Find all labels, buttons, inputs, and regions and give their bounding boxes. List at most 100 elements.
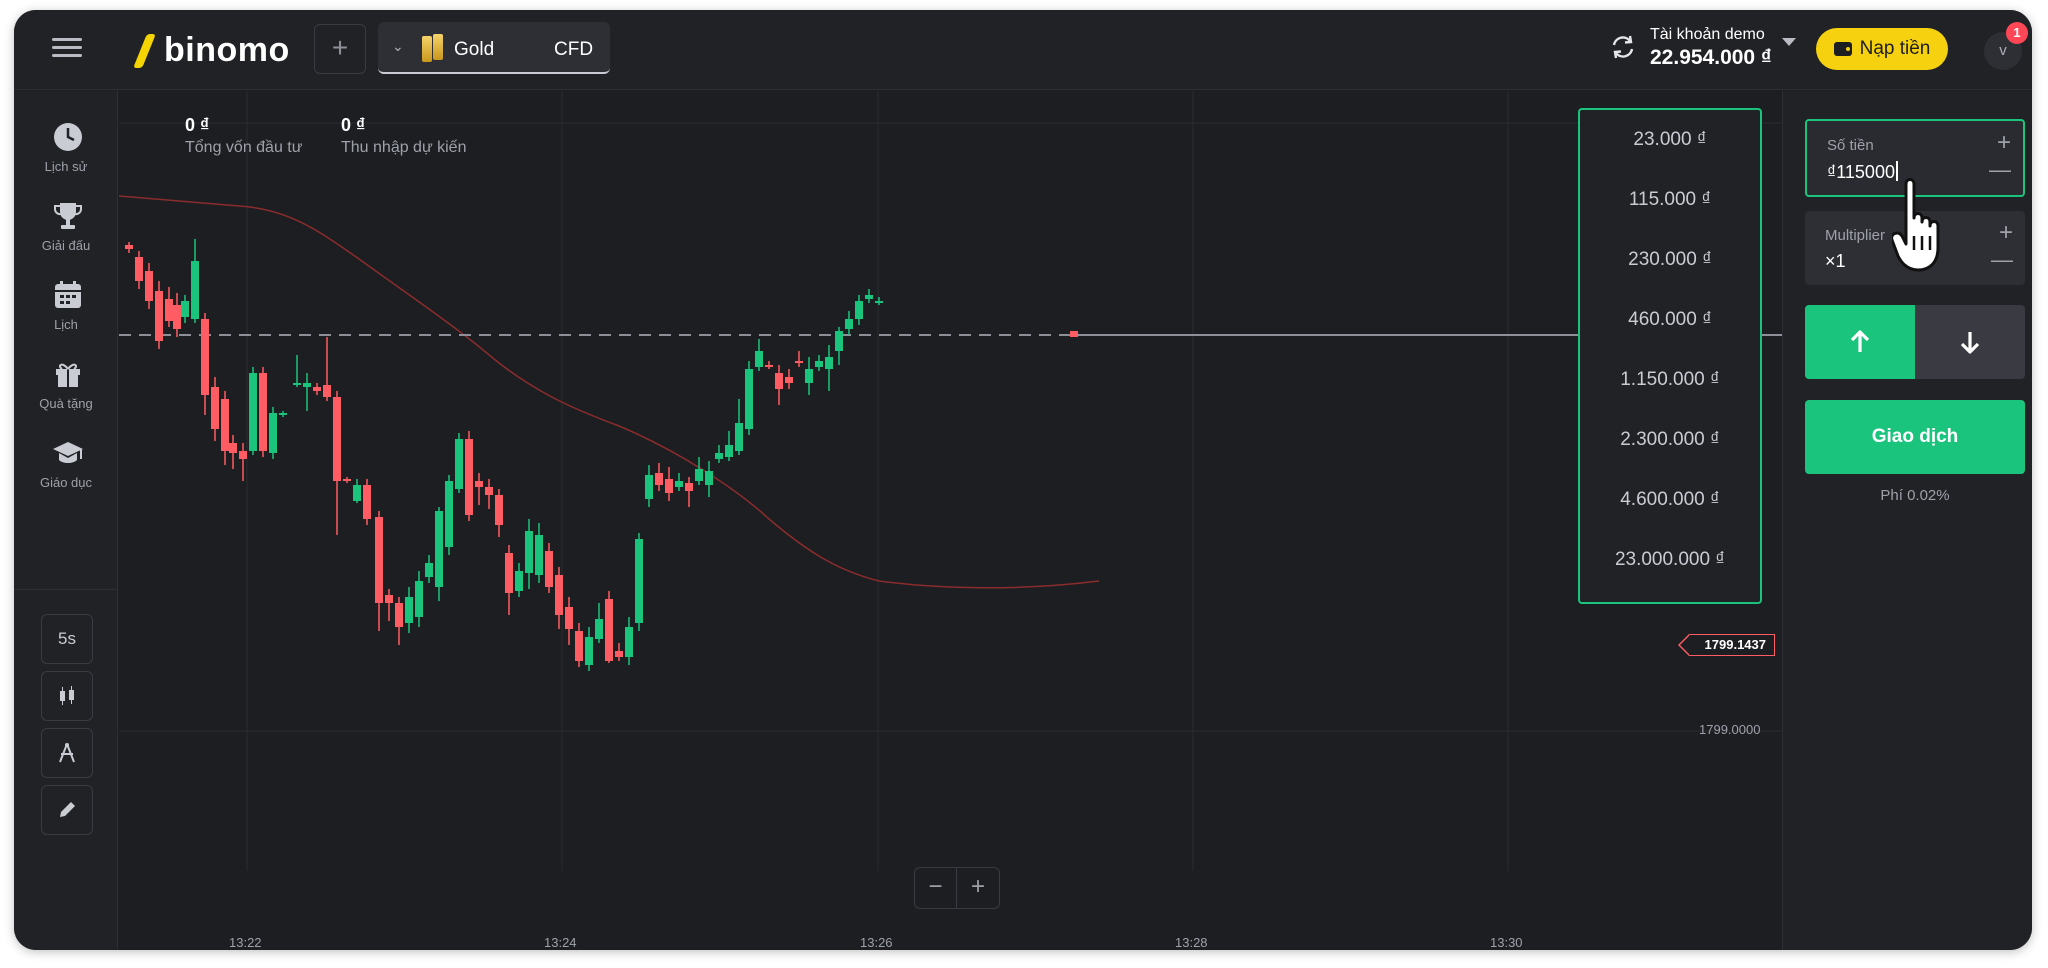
account-balance[interactable]: 22.954.000 ₫ [1650,46,1772,69]
candle-down [201,319,209,395]
amount-option[interactable]: 460.000 ₫ [1628,309,1712,330]
sidebar-item-history[interactable]: Lịch sử [14,121,118,193]
indicators-icon [59,743,75,763]
candle-down [495,495,503,525]
amount-option[interactable]: 23.000.000 ₫ [1614,549,1726,570]
drawing-button[interactable] [41,785,93,835]
chart-canvas[interactable] [119,91,1782,950]
put-down-button[interactable] [1915,305,2025,379]
fee-text: Phí 0.02% [1880,487,1950,504]
candle-down [505,553,513,593]
candle-up [645,475,653,499]
candle-down [363,485,371,519]
candle-down [765,365,773,367]
multiplier-plus-button[interactable]: + [1998,219,2013,246]
asset-name: Gold [454,39,495,60]
sync-icon[interactable] [1608,32,1638,62]
amount-option[interactable]: 230.000 ₫ [1628,249,1712,270]
candle-down [465,439,473,515]
candle-down [795,361,803,363]
multiplier-minus-button[interactable]: — [1991,247,2013,272]
candle-up [445,481,453,547]
candle-up [675,481,683,487]
candle-down [555,575,563,615]
history-icon [54,123,82,151]
call-up-button[interactable] [1805,305,1915,379]
price-level-label: 1799.0000 [1699,722,1761,737]
candle-down [385,595,393,603]
caret-down-icon[interactable] [1782,38,1796,46]
time-tick: 13:28 [1175,935,1208,950]
account-type-label[interactable]: Tài khoản demo [1650,26,1765,43]
candle-down [323,385,331,397]
asset-tab-gold[interactable]: ⌄ Gold CFD [378,22,610,74]
deposit-button[interactable]: Nạp tiền [1816,28,1948,70]
logo-text: binomo [164,30,290,69]
time-tick: 13:26 [860,935,893,950]
zoom-out-button[interactable]: − [915,868,958,908]
candle-up [455,439,463,489]
candle-down [775,373,783,389]
candle-down [575,631,583,661]
candle-up [303,383,311,387]
education-icon [53,442,83,463]
indicators-button[interactable] [41,728,93,778]
menu-icon[interactable] [52,34,82,64]
arrow-up-icon [1850,330,1870,352]
candle-up [735,423,743,451]
amount-option[interactable]: 1.150.000 ₫ [1620,369,1720,390]
add-asset-button[interactable]: + [314,24,366,74]
candle-down [155,291,163,341]
candle-down [333,397,341,481]
candle-down [173,305,181,329]
candle-up [855,301,863,319]
sidebar-item-education[interactable]: Giáo dục [14,437,118,509]
candle-up [405,597,413,623]
last-tick-marker [1070,331,1078,337]
candle-up [279,413,287,415]
trade-button[interactable]: Giao dịch [1805,400,2025,474]
candle-up [755,351,763,367]
expected-income-label: Thu nhập dự kiến [341,139,467,156]
sidebar-divider [14,589,118,590]
calendar-icon [55,281,81,308]
timeframe-button[interactable]: 5s [41,614,93,664]
candle-down [259,373,267,451]
logo[interactable]: binomo [132,28,290,72]
price-chart[interactable]: 0 ₫ Tổng vốn đầu tư 0 ₫ Thu nhập dự kiến… [119,91,1782,950]
sidebar-item-gifts[interactable]: Quà tặng [14,358,118,430]
gift-icon [56,363,80,387]
amount-minus-button[interactable]: — [1989,157,2011,182]
candle-up [515,571,523,591]
sidebar-item-label: Quà tặng [39,396,93,411]
sidebar-item-label: Lịch sử [44,159,88,174]
zoom-in-button[interactable]: + [971,873,986,900]
candle-down [145,271,153,301]
amount-option[interactable]: 4.600.000 ₫ [1620,489,1720,510]
amount-option[interactable]: 115.000 ₫ [1628,189,1712,210]
candle-up [415,581,423,617]
wallet-icon [1833,42,1852,56]
text-caret [1895,161,1898,181]
candle-up [525,531,533,573]
time-tick: 13:24 [544,935,577,950]
candle-up [715,453,723,459]
current-price-tag: 1799.1437 [1678,634,1775,656]
sidebar-item-tournaments[interactable]: Giải đấu [14,200,118,272]
candle-up [435,511,443,587]
chart-type-button[interactable] [41,671,93,721]
candle-up [353,485,361,501]
amount-field[interactable]: Số tiền ₫115000 + — [1805,119,2025,197]
candle-down [229,443,237,453]
app-window: binomo + ⌄ Gold CFD Tài khoản demo 22.95… [14,10,2032,950]
amount-plus-button[interactable]: + [1996,129,2011,156]
multiplier-value[interactable]: ×1 [1825,251,1846,271]
zoom-control: − + [914,867,1000,909]
amount-input[interactable]: ₫115000 [1827,161,1898,183]
sidebar-item-calendar[interactable]: Lịch [14,279,118,351]
candle-up [269,413,277,453]
chevron-down-icon[interactable]: ⌄ [392,38,404,54]
amount-option[interactable]: 2.300.000 ₫ [1620,429,1720,450]
amount-option[interactable]: 23.000 ₫ [1633,129,1707,150]
moving-average-line [119,195,1100,589]
